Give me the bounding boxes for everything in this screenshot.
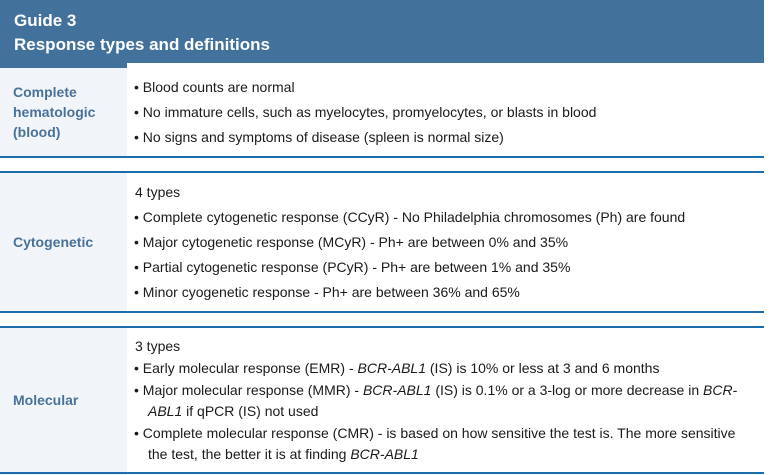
bullet-item: • Blood counts are normal <box>134 75 758 100</box>
sections-container: Complete hematologic (blood) • Blood coun… <box>0 68 764 474</box>
bullet-item: • No signs and symptoms of disease (sple… <box>134 125 758 150</box>
bullet-text: Blood counts are normal <box>142 79 295 95</box>
section-label: Cytogenetic <box>0 173 127 311</box>
section-content: 3 types • Early molecular response (EMR) … <box>127 328 764 472</box>
bullet-item: • Complete cytogenetic response (CCyR) -… <box>134 205 758 230</box>
bullet-text: (IS) is 10% or less at 3 and 6 months <box>426 360 660 376</box>
gene-name-italic: BCR-ABL1 <box>362 381 432 398</box>
bullet-item: • No immature cells, such as myelocytes,… <box>134 100 758 125</box>
bullet-marker: • <box>134 284 143 300</box>
section-row: Molecular 3 types • Early molecular respon… <box>0 326 764 474</box>
gene-name-italic: BCR-ABL1 <box>357 360 426 376</box>
types-count: 3 types <box>135 338 181 354</box>
section-row: Complete hematologic (blood) • Blood coun… <box>0 68 764 158</box>
bullet-text: Partial cytogenetic response (PCyR) - Ph… <box>142 259 571 275</box>
bullet-item: • Complete molecular response (CMR) - is… <box>134 423 758 466</box>
bullet-marker: • <box>134 104 143 120</box>
gene-name-italic: BCR-ABL1 <box>148 381 738 420</box>
bullet-text: Major molecular response (MMR) - <box>142 381 363 398</box>
bullet-item: • Early molecular response (EMR) - BCR-A… <box>134 358 758 380</box>
bullet-text: Complete molecular response (CMR) - is b… <box>142 424 736 463</box>
bullet-marker: • <box>134 79 143 95</box>
bullet-text: Early molecular response (EMR) - <box>142 360 358 376</box>
header-label-column-stub <box>0 63 127 68</box>
bottom-label-column-stub <box>0 473 127 475</box>
bullet-marker: • <box>134 129 143 145</box>
bullet-marker: • <box>134 360 143 376</box>
types-count: 4 types <box>135 184 181 200</box>
bullet-text: Minor cyogenetic response - Ph+ are betw… <box>142 284 520 300</box>
bullet-text: Complete cytogenetic response (CCyR) - N… <box>142 209 686 225</box>
section-row: Cytogenetic 4 types • Complete cytogenetic… <box>0 171 764 313</box>
bullet-marker: • <box>134 209 143 225</box>
bullet-item: • Minor cyogenetic response - Ph+ are be… <box>134 280 758 305</box>
guide-number: Guide 3 <box>14 11 77 30</box>
bullet-text: No immature cells, such as myelocytes, p… <box>142 104 597 120</box>
bullet-marker: • <box>134 259 143 275</box>
bullet-text: if qPCR (IS) not used <box>182 403 319 419</box>
guide-title: Response types and definitions <box>14 35 270 54</box>
bullet-marker: • <box>134 424 143 441</box>
section-content: 4 types • Complete cytogenetic response (… <box>127 173 764 311</box>
section-label: Complete hematologic (blood) <box>0 68 127 156</box>
bullet-text: (IS) is 0.1% or a 3-log or more decrease… <box>431 381 703 398</box>
bullet-list: • Complete cytogenetic response (CCyR) -… <box>134 205 758 305</box>
bullet-text: No signs and symptoms of disease (spleen… <box>142 129 504 145</box>
bullet-list: • Early molecular response (EMR) - BCR-A… <box>134 358 758 466</box>
bullet-marker: • <box>134 381 143 398</box>
section-content: • Blood counts are normal • No immature c… <box>127 68 764 156</box>
gene-name-italic: BCR-ABL1 <box>350 446 419 462</box>
bullet-list: • Blood counts are normal • No immature c… <box>134 75 758 150</box>
section-label: Molecular <box>0 328 127 472</box>
bullet-item: • Major molecular response (MMR) - BCR-A… <box>134 380 758 423</box>
table-header: Guide 3 Response types and definitions <box>0 0 764 63</box>
bullet-item: • Major cytogenetic response (MCyR) - Ph… <box>134 230 758 255</box>
bullet-item: • Partial cytogenetic response (PCyR) - … <box>134 255 758 280</box>
bullet-marker: • <box>134 234 143 250</box>
bullet-text: Major cytogenetic response (MCyR) - Ph+ … <box>142 234 569 250</box>
